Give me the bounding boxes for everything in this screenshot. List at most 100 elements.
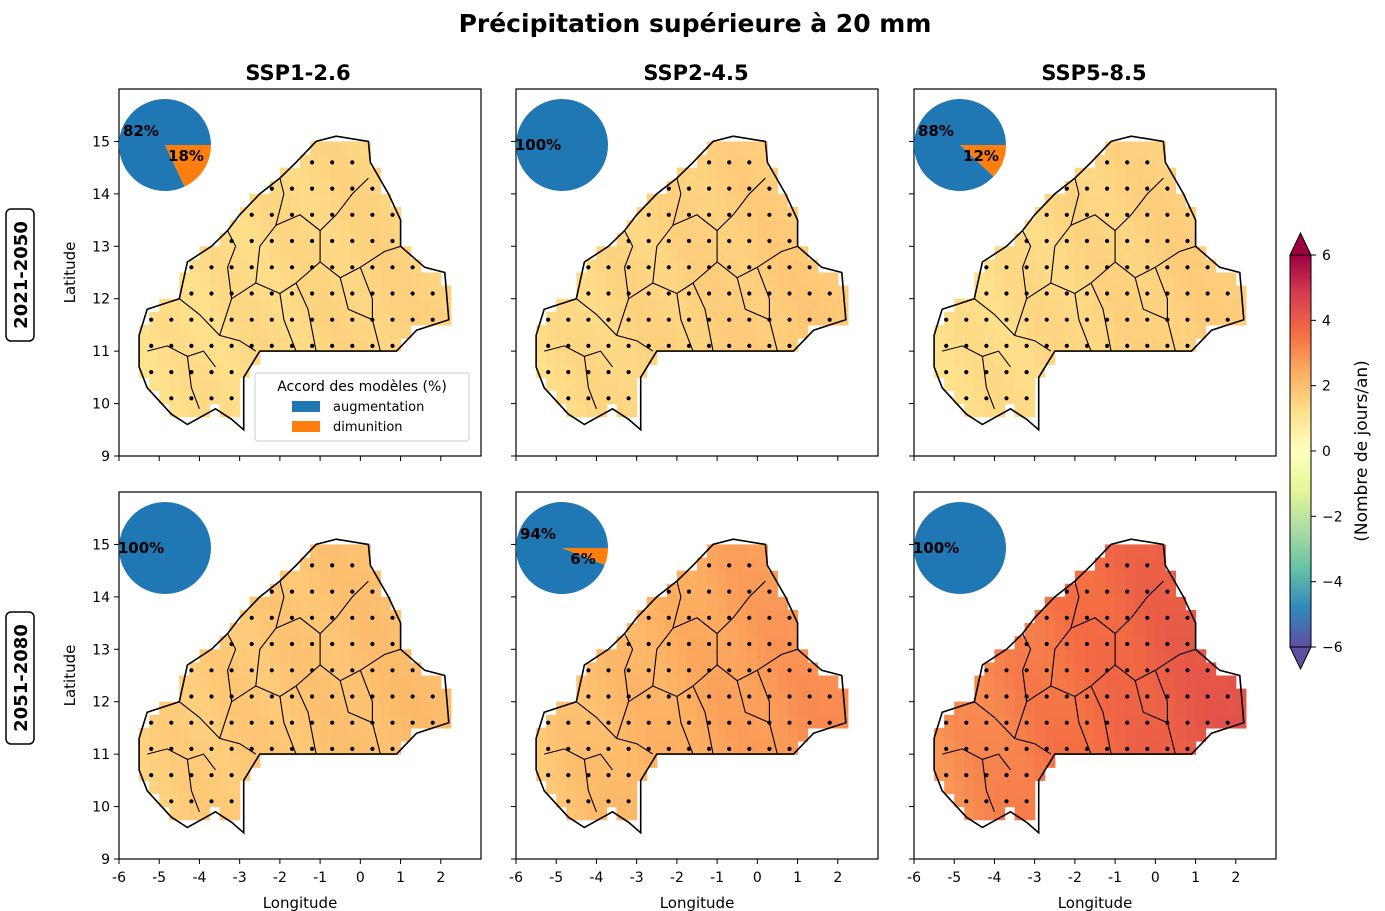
heatmap-cell	[727, 206, 738, 221]
heatmap-cell	[944, 714, 955, 729]
heatmap-cell	[1135, 701, 1146, 716]
heatmap-cell	[330, 623, 341, 637]
heatmap-cell	[616, 259, 628, 274]
heatmap-cell	[1034, 311, 1046, 326]
heatmap-cell	[1044, 727, 1056, 742]
significance-dot	[1044, 720, 1049, 725]
heatmap-cell	[596, 338, 608, 352]
significance-dot	[330, 291, 335, 296]
heatmap-cell	[199, 780, 211, 795]
heatmap-cell	[576, 675, 587, 690]
significance-dot	[1185, 291, 1190, 296]
heatmap-cell	[189, 351, 201, 365]
heatmap-cell	[209, 675, 221, 690]
heatmap-cell	[259, 701, 271, 716]
country-outline	[138, 135, 450, 432]
heatmap-cell	[340, 675, 351, 690]
heatmap-cell	[606, 701, 618, 716]
significance-dot	[964, 720, 969, 725]
heatmap-cell	[139, 324, 150, 339]
heatmap-cell	[697, 220, 708, 234]
heatmap-cell	[1064, 193, 1076, 208]
heatmap-cell	[1105, 649, 1116, 663]
heatmap-cell	[676, 259, 688, 274]
heatmap-cell	[219, 727, 231, 742]
heatmap-cell	[1145, 741, 1156, 755]
heatmap-cell	[279, 220, 291, 234]
region-border	[1154, 245, 1196, 268]
heatmap-cell	[747, 636, 758, 650]
heatmap-cell	[279, 246, 291, 260]
heatmap-cell	[656, 623, 668, 637]
heatmap-cell	[1225, 285, 1237, 300]
heatmap-cell	[727, 298, 738, 313]
heatmap-cell	[1135, 338, 1146, 352]
heatmap-cell	[1115, 193, 1126, 208]
heatmap-cell	[964, 741, 975, 755]
heatmap-cell	[340, 649, 351, 663]
heatmap-cell	[606, 285, 618, 300]
heatmap-cell	[360, 285, 371, 300]
significance-dot	[626, 746, 631, 752]
heatmap-cell	[249, 311, 261, 326]
heatmap-cells	[536, 141, 849, 418]
heatmap-cell	[199, 701, 211, 716]
region-border	[275, 177, 369, 232]
heatmap-cell	[984, 662, 996, 677]
col-title-ssp126: SSP1-2.6	[245, 61, 350, 85]
heatmap-cell	[757, 141, 768, 156]
heatmap-cell	[229, 298, 241, 313]
heatmap-cell	[1155, 727, 1166, 742]
significance-dot	[944, 370, 949, 375]
heatmap-cell	[1095, 570, 1106, 585]
significance-dot	[269, 343, 274, 348]
significance-dot	[727, 563, 732, 568]
heatmap-cell	[646, 688, 658, 703]
significance-dot	[1165, 343, 1170, 348]
heatmap-cell	[360, 623, 371, 637]
heatmap-cell	[1225, 675, 1237, 690]
heatmap-cell	[636, 649, 648, 663]
heatmap-cell	[1105, 609, 1116, 624]
significance-dot	[249, 265, 254, 270]
heatmap-cell	[777, 675, 789, 690]
heatmap-cell	[279, 180, 291, 195]
heatmap-cell	[330, 259, 341, 274]
significance-dot	[269, 615, 274, 620]
heatmap-cell	[727, 741, 738, 755]
significance-dot	[1105, 615, 1110, 620]
heatmap-cell	[1004, 338, 1016, 352]
heatmap-cell	[269, 636, 281, 650]
heatmap-cell	[209, 727, 221, 742]
significance-dot	[1145, 212, 1150, 217]
heatmap-cell	[1084, 583, 1096, 598]
significance-dot	[747, 291, 752, 296]
heatmap-cell	[289, 206, 301, 221]
heatmap-cell	[279, 233, 291, 247]
heatmap-cell	[787, 259, 799, 274]
heatmap-cell	[626, 259, 638, 274]
heatmap-cell	[546, 324, 557, 339]
heatmap-cell	[159, 377, 170, 392]
heatmap-cell	[380, 714, 392, 729]
heatmap-cell	[179, 272, 190, 287]
heatmap-cell	[1034, 259, 1046, 274]
significance-dot	[666, 186, 671, 191]
heatmap-cell	[269, 246, 281, 260]
heatmap-cell	[1024, 623, 1036, 637]
heatmap-cell	[370, 285, 382, 300]
heatmap-cell	[656, 662, 668, 677]
heatmap-cell	[229, 377, 241, 392]
heatmap-cell	[737, 233, 748, 247]
heatmap-cell	[229, 714, 241, 729]
heatmap-cell	[994, 701, 1006, 716]
heatmap-cell	[209, 351, 221, 365]
heatmap-cell	[757, 701, 768, 716]
heatmap-cell	[370, 338, 382, 352]
heatmap-cell	[300, 298, 311, 313]
heatmap-cell	[350, 675, 361, 690]
heatmap-cell	[1014, 754, 1026, 768]
heatmap-cell	[596, 246, 608, 260]
